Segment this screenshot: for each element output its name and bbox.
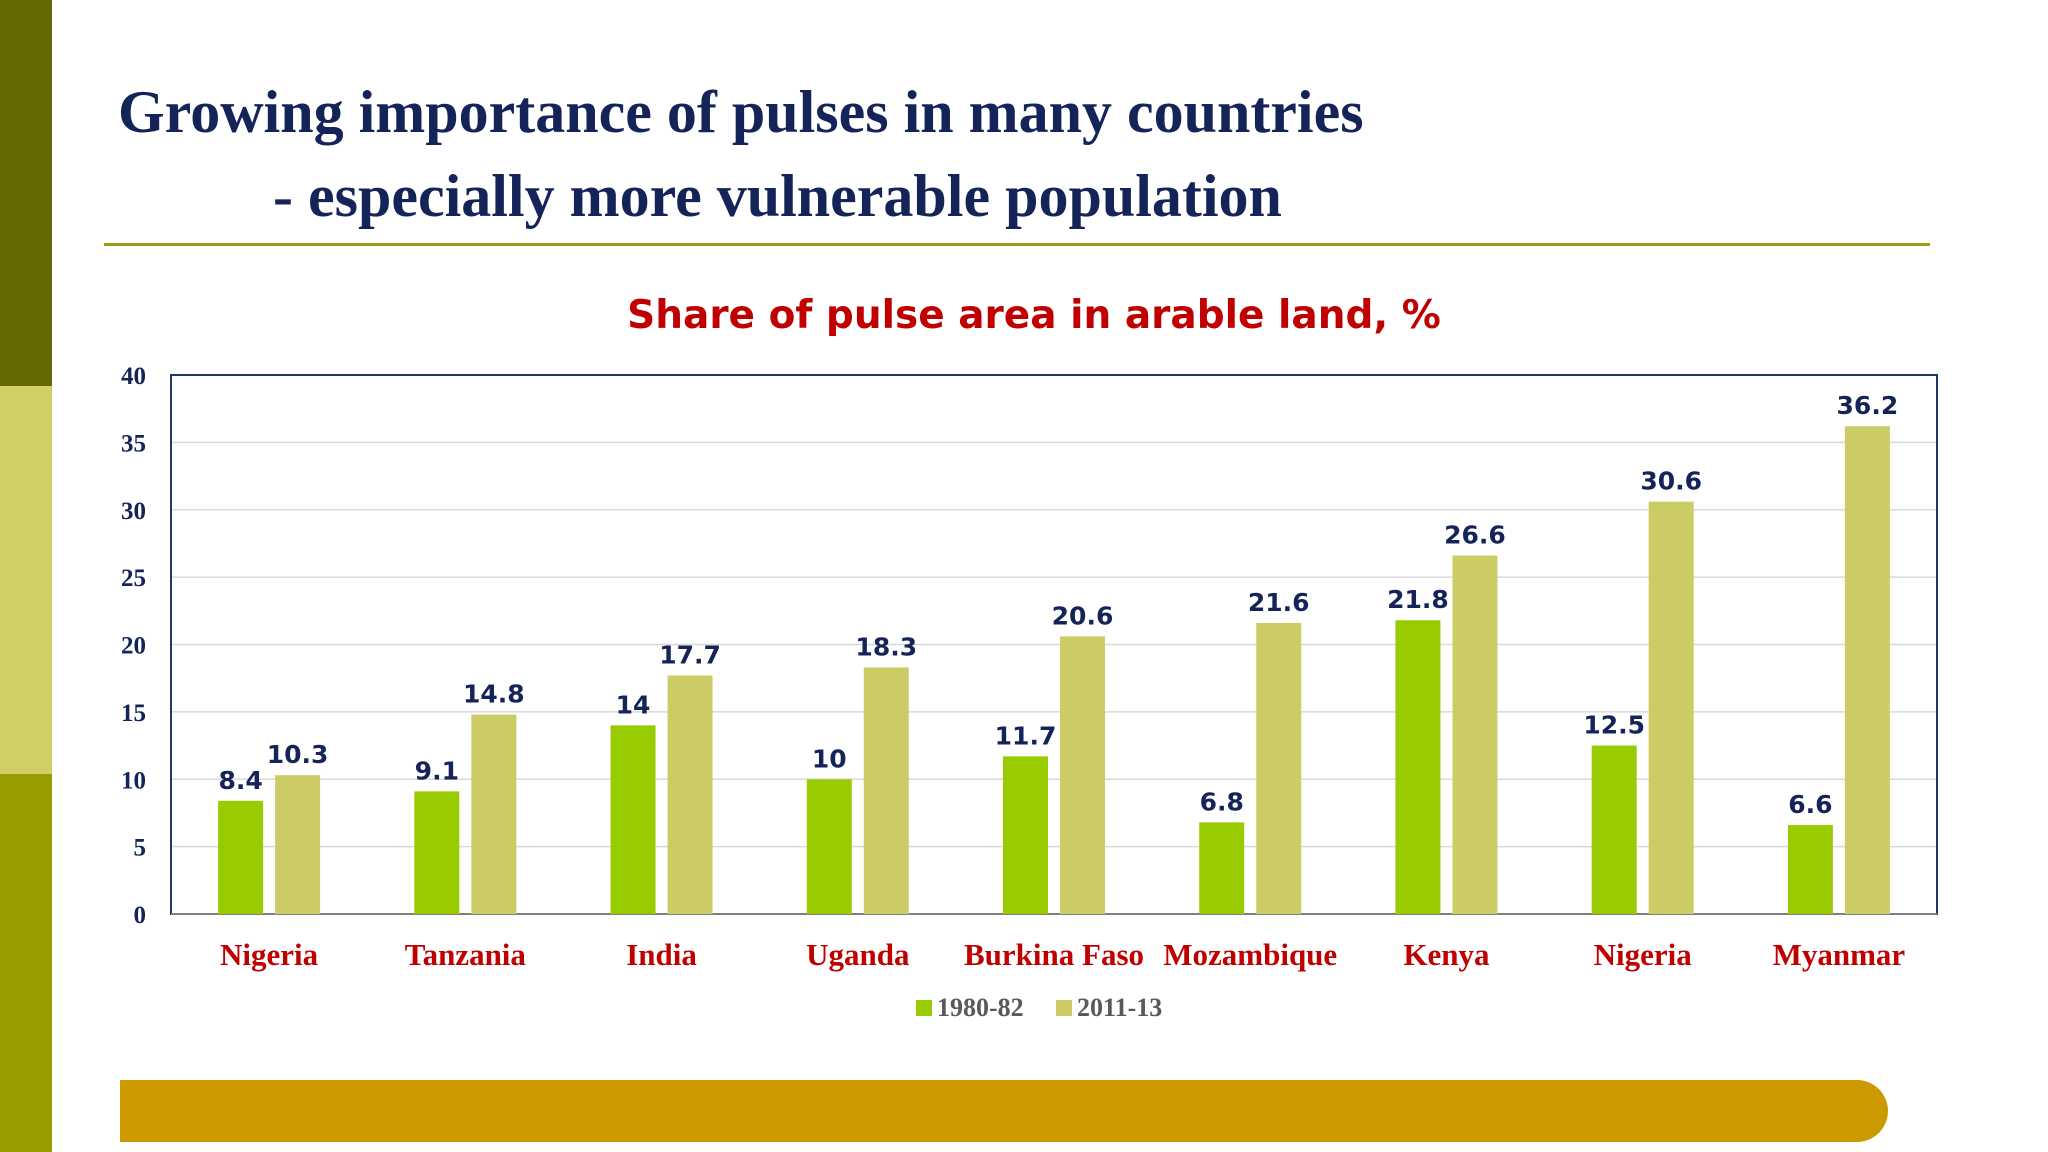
left-accent-segment-top bbox=[0, 0, 52, 386]
bar bbox=[1591, 745, 1637, 914]
slide-title-line-1: Growing importance of pulses in many cou… bbox=[118, 79, 1364, 145]
data-label: 14 bbox=[616, 690, 651, 719]
data-label: 11.7 bbox=[995, 721, 1057, 750]
left-accent-segment-middle bbox=[0, 386, 52, 774]
category-label: Nigeria bbox=[1594, 937, 1693, 972]
bar bbox=[1256, 622, 1302, 914]
y-tick-label: 40 bbox=[121, 363, 146, 390]
data-label: 26.6 bbox=[1444, 521, 1506, 550]
data-label: 9.1 bbox=[415, 756, 459, 785]
data-label: 12.5 bbox=[1583, 711, 1645, 740]
category-label: India bbox=[626, 937, 697, 972]
data-label: 6.6 bbox=[1788, 790, 1832, 819]
bar bbox=[1060, 636, 1105, 914]
y-tick-label: 20 bbox=[121, 633, 146, 660]
category-label: Tanzania bbox=[405, 937, 527, 972]
bar bbox=[806, 779, 852, 914]
y-tick-label: 0 bbox=[134, 902, 147, 929]
left-accent-bar bbox=[0, 0, 52, 1152]
data-label: 21.6 bbox=[1248, 588, 1310, 617]
bottom-accent-bar bbox=[120, 1080, 1888, 1142]
legend-label: 1980-82 bbox=[937, 993, 1024, 1022]
bar bbox=[414, 791, 460, 914]
slide-title-line-2: - especially more vulnerable population bbox=[273, 163, 1282, 229]
data-label: 6.8 bbox=[1200, 787, 1244, 816]
slide-title: Growing importance of pulses in many cou… bbox=[118, 70, 1364, 238]
category-label: Myanmar bbox=[1773, 937, 1906, 972]
data-label: 18.3 bbox=[855, 632, 917, 661]
y-tick-label: 30 bbox=[121, 498, 146, 525]
category-label: Burkina Faso bbox=[964, 937, 1144, 972]
data-label: 14.8 bbox=[463, 680, 525, 709]
legend-swatch bbox=[916, 1000, 932, 1016]
data-label: 21.8 bbox=[1387, 585, 1449, 614]
legend-swatch bbox=[1056, 1000, 1072, 1016]
bar bbox=[275, 775, 321, 914]
data-label: 10 bbox=[812, 744, 847, 773]
y-tick-label: 10 bbox=[121, 767, 146, 794]
bar bbox=[218, 800, 264, 914]
title-divider bbox=[104, 243, 1930, 246]
category-label: Nigeria bbox=[220, 937, 319, 972]
data-label: 8.4 bbox=[218, 766, 262, 795]
data-label: 30.6 bbox=[1640, 467, 1702, 496]
left-accent-segment-bottom bbox=[0, 774, 52, 1152]
bar bbox=[667, 675, 713, 914]
bar bbox=[1395, 620, 1441, 914]
data-label: 36.2 bbox=[1837, 391, 1899, 420]
legend-label: 2011-13 bbox=[1077, 993, 1162, 1022]
category-label: Kenya bbox=[1403, 937, 1490, 972]
y-tick-label: 5 bbox=[134, 835, 147, 862]
y-tick-label: 35 bbox=[121, 430, 146, 457]
category-label: Mozambique bbox=[1163, 937, 1337, 972]
category-label: Uganda bbox=[806, 937, 910, 972]
data-label: 20.6 bbox=[1052, 601, 1114, 630]
bar bbox=[471, 714, 517, 914]
bar bbox=[1199, 822, 1245, 914]
y-tick-label: 25 bbox=[121, 565, 146, 592]
bar bbox=[1648, 501, 1694, 914]
bar bbox=[863, 667, 909, 914]
bar bbox=[1452, 555, 1498, 914]
chart-title: Share of pulse area in arable land, % bbox=[627, 293, 1441, 338]
y-tick-label: 15 bbox=[121, 700, 146, 727]
bar bbox=[610, 725, 656, 914]
data-label: 10.3 bbox=[267, 740, 329, 769]
bar bbox=[1844, 426, 1890, 914]
bar bbox=[1003, 756, 1048, 914]
data-label: 17.7 bbox=[659, 640, 721, 669]
bar bbox=[1787, 825, 1833, 914]
